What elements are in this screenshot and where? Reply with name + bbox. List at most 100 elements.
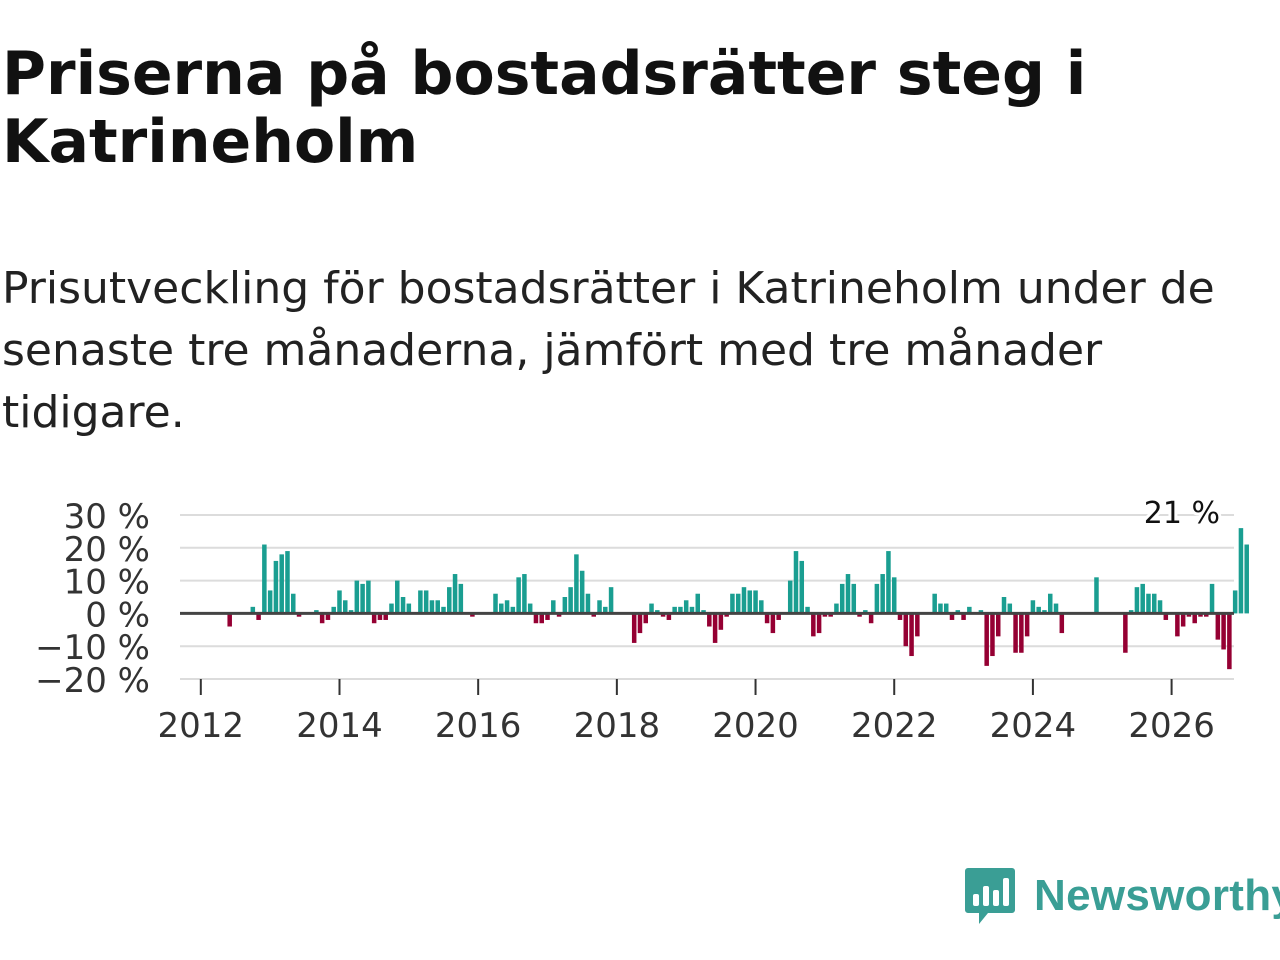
bar <box>695 593 701 614</box>
bar <box>1152 593 1157 614</box>
bar <box>262 544 267 614</box>
bar <box>429 600 435 614</box>
bar <box>759 600 764 614</box>
x-tick-label: 2022 <box>851 706 938 740</box>
bar <box>1157 600 1163 614</box>
bar <box>1042 610 1047 614</box>
bar <box>967 606 972 614</box>
bar <box>701 610 706 614</box>
bar <box>1036 606 1041 614</box>
bar <box>441 606 446 614</box>
bar <box>903 613 909 647</box>
bar <box>331 606 336 614</box>
bar <box>435 600 440 614</box>
bar <box>1013 613 1018 653</box>
bar <box>1238 528 1244 614</box>
bar <box>291 593 296 614</box>
bar <box>834 603 839 614</box>
bar <box>1232 590 1238 614</box>
y-tick-label: 0 % <box>85 595 150 635</box>
bar <box>1227 613 1232 670</box>
bar <box>932 593 937 614</box>
bar <box>343 600 348 614</box>
x-tick-label: 2014 <box>296 706 383 740</box>
bar <box>1030 600 1036 614</box>
bar <box>256 613 261 620</box>
bar <box>545 613 550 620</box>
bar <box>533 613 539 624</box>
bar <box>591 613 596 617</box>
bar <box>319 613 325 624</box>
x-tick-label: 2018 <box>574 706 661 740</box>
bar <box>915 613 920 637</box>
bar <box>1047 593 1053 614</box>
bar <box>250 606 256 614</box>
bar <box>880 574 885 614</box>
bar <box>1146 593 1151 614</box>
annotation-label: 21 % <box>1144 496 1220 531</box>
x-tick-label: 2012 <box>158 706 245 740</box>
bar <box>1024 613 1030 637</box>
bar <box>377 613 383 620</box>
bar <box>741 587 747 614</box>
bar <box>1059 613 1065 634</box>
bar <box>822 613 828 617</box>
bar <box>735 593 741 614</box>
bar <box>666 613 672 620</box>
bar <box>423 590 429 614</box>
bar <box>1140 583 1145 614</box>
bar <box>770 613 776 634</box>
bar <box>995 613 1001 637</box>
bar <box>938 603 943 614</box>
bar <box>1244 544 1249 614</box>
bar <box>366 580 371 614</box>
bar <box>689 606 695 614</box>
bar <box>955 610 961 614</box>
y-tick-label: 10 % <box>64 563 150 603</box>
x-tick-label: 2024 <box>990 706 1077 740</box>
bar <box>267 590 273 614</box>
bar <box>1001 597 1007 614</box>
bar <box>799 560 805 614</box>
newsworthy-logo[interactable]: Newsworthy <box>964 866 1280 926</box>
bar <box>649 603 654 614</box>
bar <box>510 606 516 614</box>
bar <box>678 606 683 614</box>
bar <box>1186 613 1192 617</box>
bar <box>857 613 862 617</box>
brand-name: Newsworthy <box>1034 871 1280 920</box>
bar <box>1215 613 1221 640</box>
bar <box>400 597 406 614</box>
bar <box>1221 613 1226 650</box>
y-tick-label: −10 % <box>35 628 150 668</box>
bar <box>418 590 423 614</box>
bar <box>845 574 851 614</box>
bar <box>891 577 897 614</box>
bar <box>1123 613 1128 653</box>
bar <box>1163 613 1169 620</box>
bar <box>828 613 833 617</box>
chart-title: Priserna på bostadsrätter steg i Katrine… <box>2 39 1087 177</box>
bar <box>383 613 388 620</box>
bar <box>296 613 302 617</box>
bar <box>839 583 845 614</box>
bar <box>603 606 608 614</box>
bar <box>1209 583 1215 614</box>
bar <box>325 613 331 620</box>
bar <box>672 606 677 614</box>
bar <box>764 613 770 624</box>
bar <box>724 613 729 617</box>
axis-layer <box>180 611 1234 695</box>
bar <box>1007 603 1013 614</box>
bar <box>868 613 874 624</box>
newsworthy-logo-icon <box>965 868 1015 924</box>
bar <box>747 590 753 614</box>
bar <box>811 613 816 637</box>
bar <box>389 603 394 614</box>
label-layer: 30 %20 %10 %0 %−10 %−20 %2012 2014 2016 201… <box>35 493 1223 740</box>
x-tick-label: 2026 <box>1128 706 1215 740</box>
bar <box>1192 613 1197 624</box>
bar <box>805 606 810 614</box>
bar <box>655 610 660 614</box>
x-tick-label: 2016 <box>435 706 522 740</box>
